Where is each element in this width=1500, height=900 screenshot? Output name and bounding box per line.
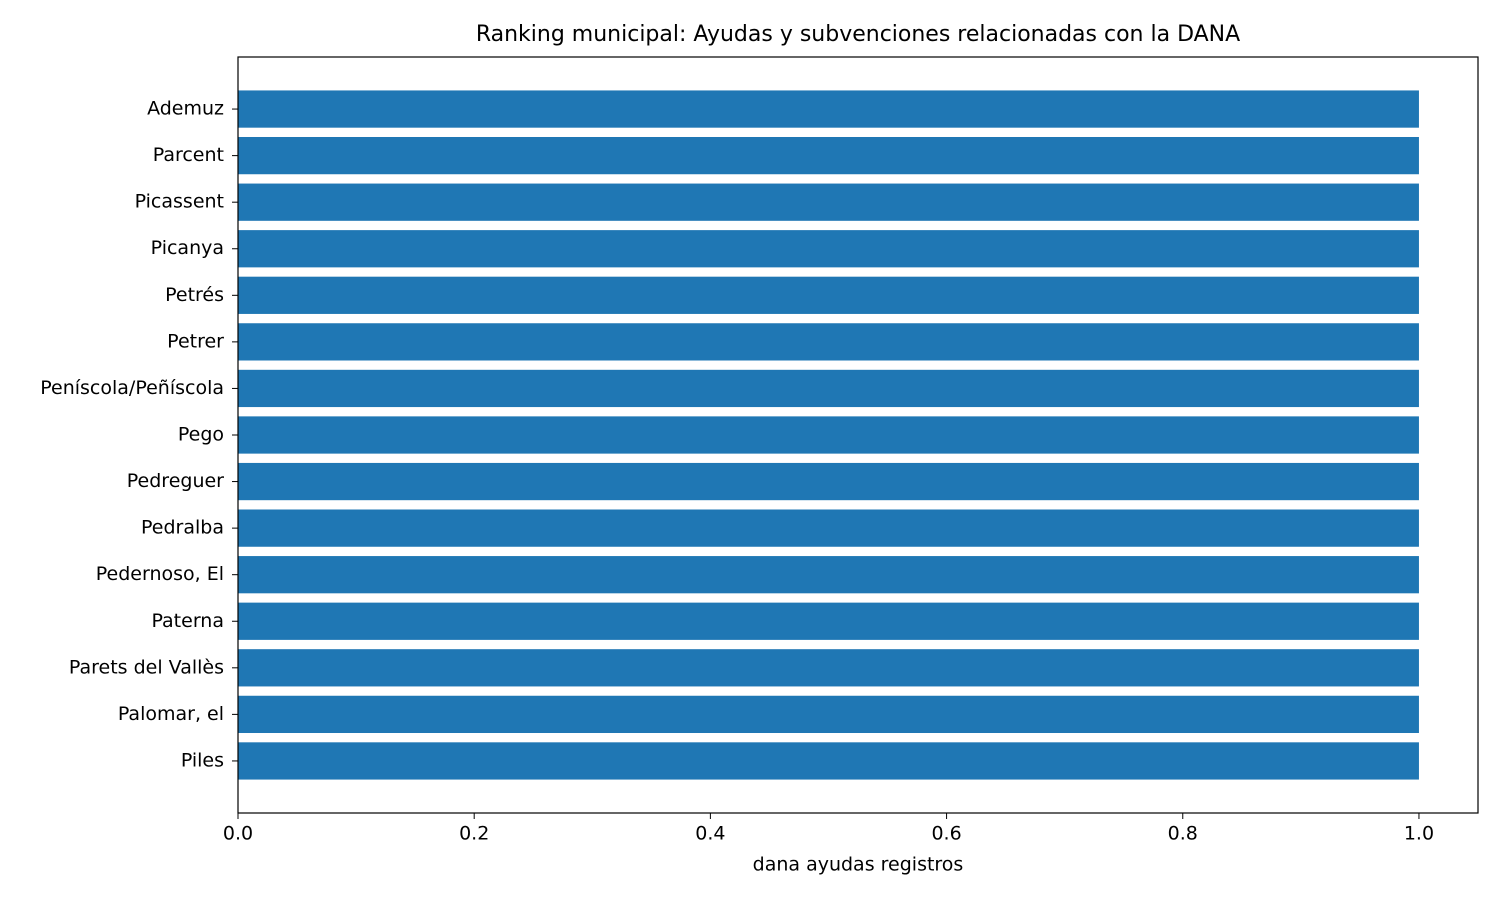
- x-tick-label: 0.0: [223, 823, 253, 845]
- y-tick-label: Piles: [181, 749, 224, 771]
- y-tick-label: Pedernoso, El: [96, 563, 224, 585]
- chart-title: Ranking municipal: Ayudas y subvenciones…: [476, 22, 1240, 47]
- y-tick-label: Ademuz: [147, 98, 224, 120]
- x-tick-label: 0.8: [1168, 823, 1198, 845]
- bar: [238, 183, 1419, 221]
- bar: [238, 509, 1419, 547]
- y-tick-label: Petrer: [167, 330, 224, 352]
- x-tick-label: 0.4: [695, 823, 725, 845]
- bar: [238, 742, 1419, 780]
- bar: [238, 369, 1419, 408]
- bar: [238, 695, 1419, 734]
- bar: [238, 602, 1419, 640]
- y-tick-label: Picanya: [151, 237, 224, 259]
- y-tick-label: Paterna: [151, 610, 224, 632]
- bar: [238, 136, 1419, 175]
- x-tick-label: 0.2: [459, 823, 489, 845]
- x-tick-label: 1.0: [1404, 823, 1434, 845]
- y-tick-label: Pego: [178, 424, 224, 446]
- bar: [238, 230, 1419, 268]
- y-tick-label: Picassent: [135, 191, 224, 213]
- bar: [238, 323, 1419, 361]
- bar: [238, 416, 1419, 454]
- bar: [238, 276, 1419, 314]
- plot-frame: [237, 56, 1479, 814]
- bar: [238, 649, 1419, 687]
- x-axis-label: dana ayudas registros: [753, 854, 964, 876]
- y-tick-label: Peníscola/Peñíscola: [40, 377, 224, 399]
- y-tick-label: Pedralba: [141, 517, 224, 539]
- y-tick-label: Parcent: [153, 144, 224, 166]
- bar: [238, 556, 1419, 594]
- y-tick-label: Parets del Vallès: [69, 656, 224, 678]
- y-tick-label: Pedreguer: [127, 470, 224, 492]
- y-tick-label: Palomar, el: [118, 703, 224, 725]
- bar: [238, 90, 1419, 128]
- y-tick-label: Petrés: [165, 284, 224, 306]
- x-tick-label: 0.6: [931, 823, 961, 845]
- bar: [238, 462, 1419, 501]
